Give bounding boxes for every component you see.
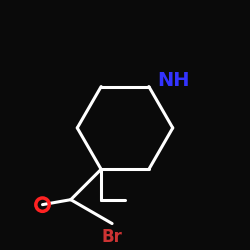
Text: NH: NH [157,71,190,90]
Text: Br: Br [102,228,122,246]
